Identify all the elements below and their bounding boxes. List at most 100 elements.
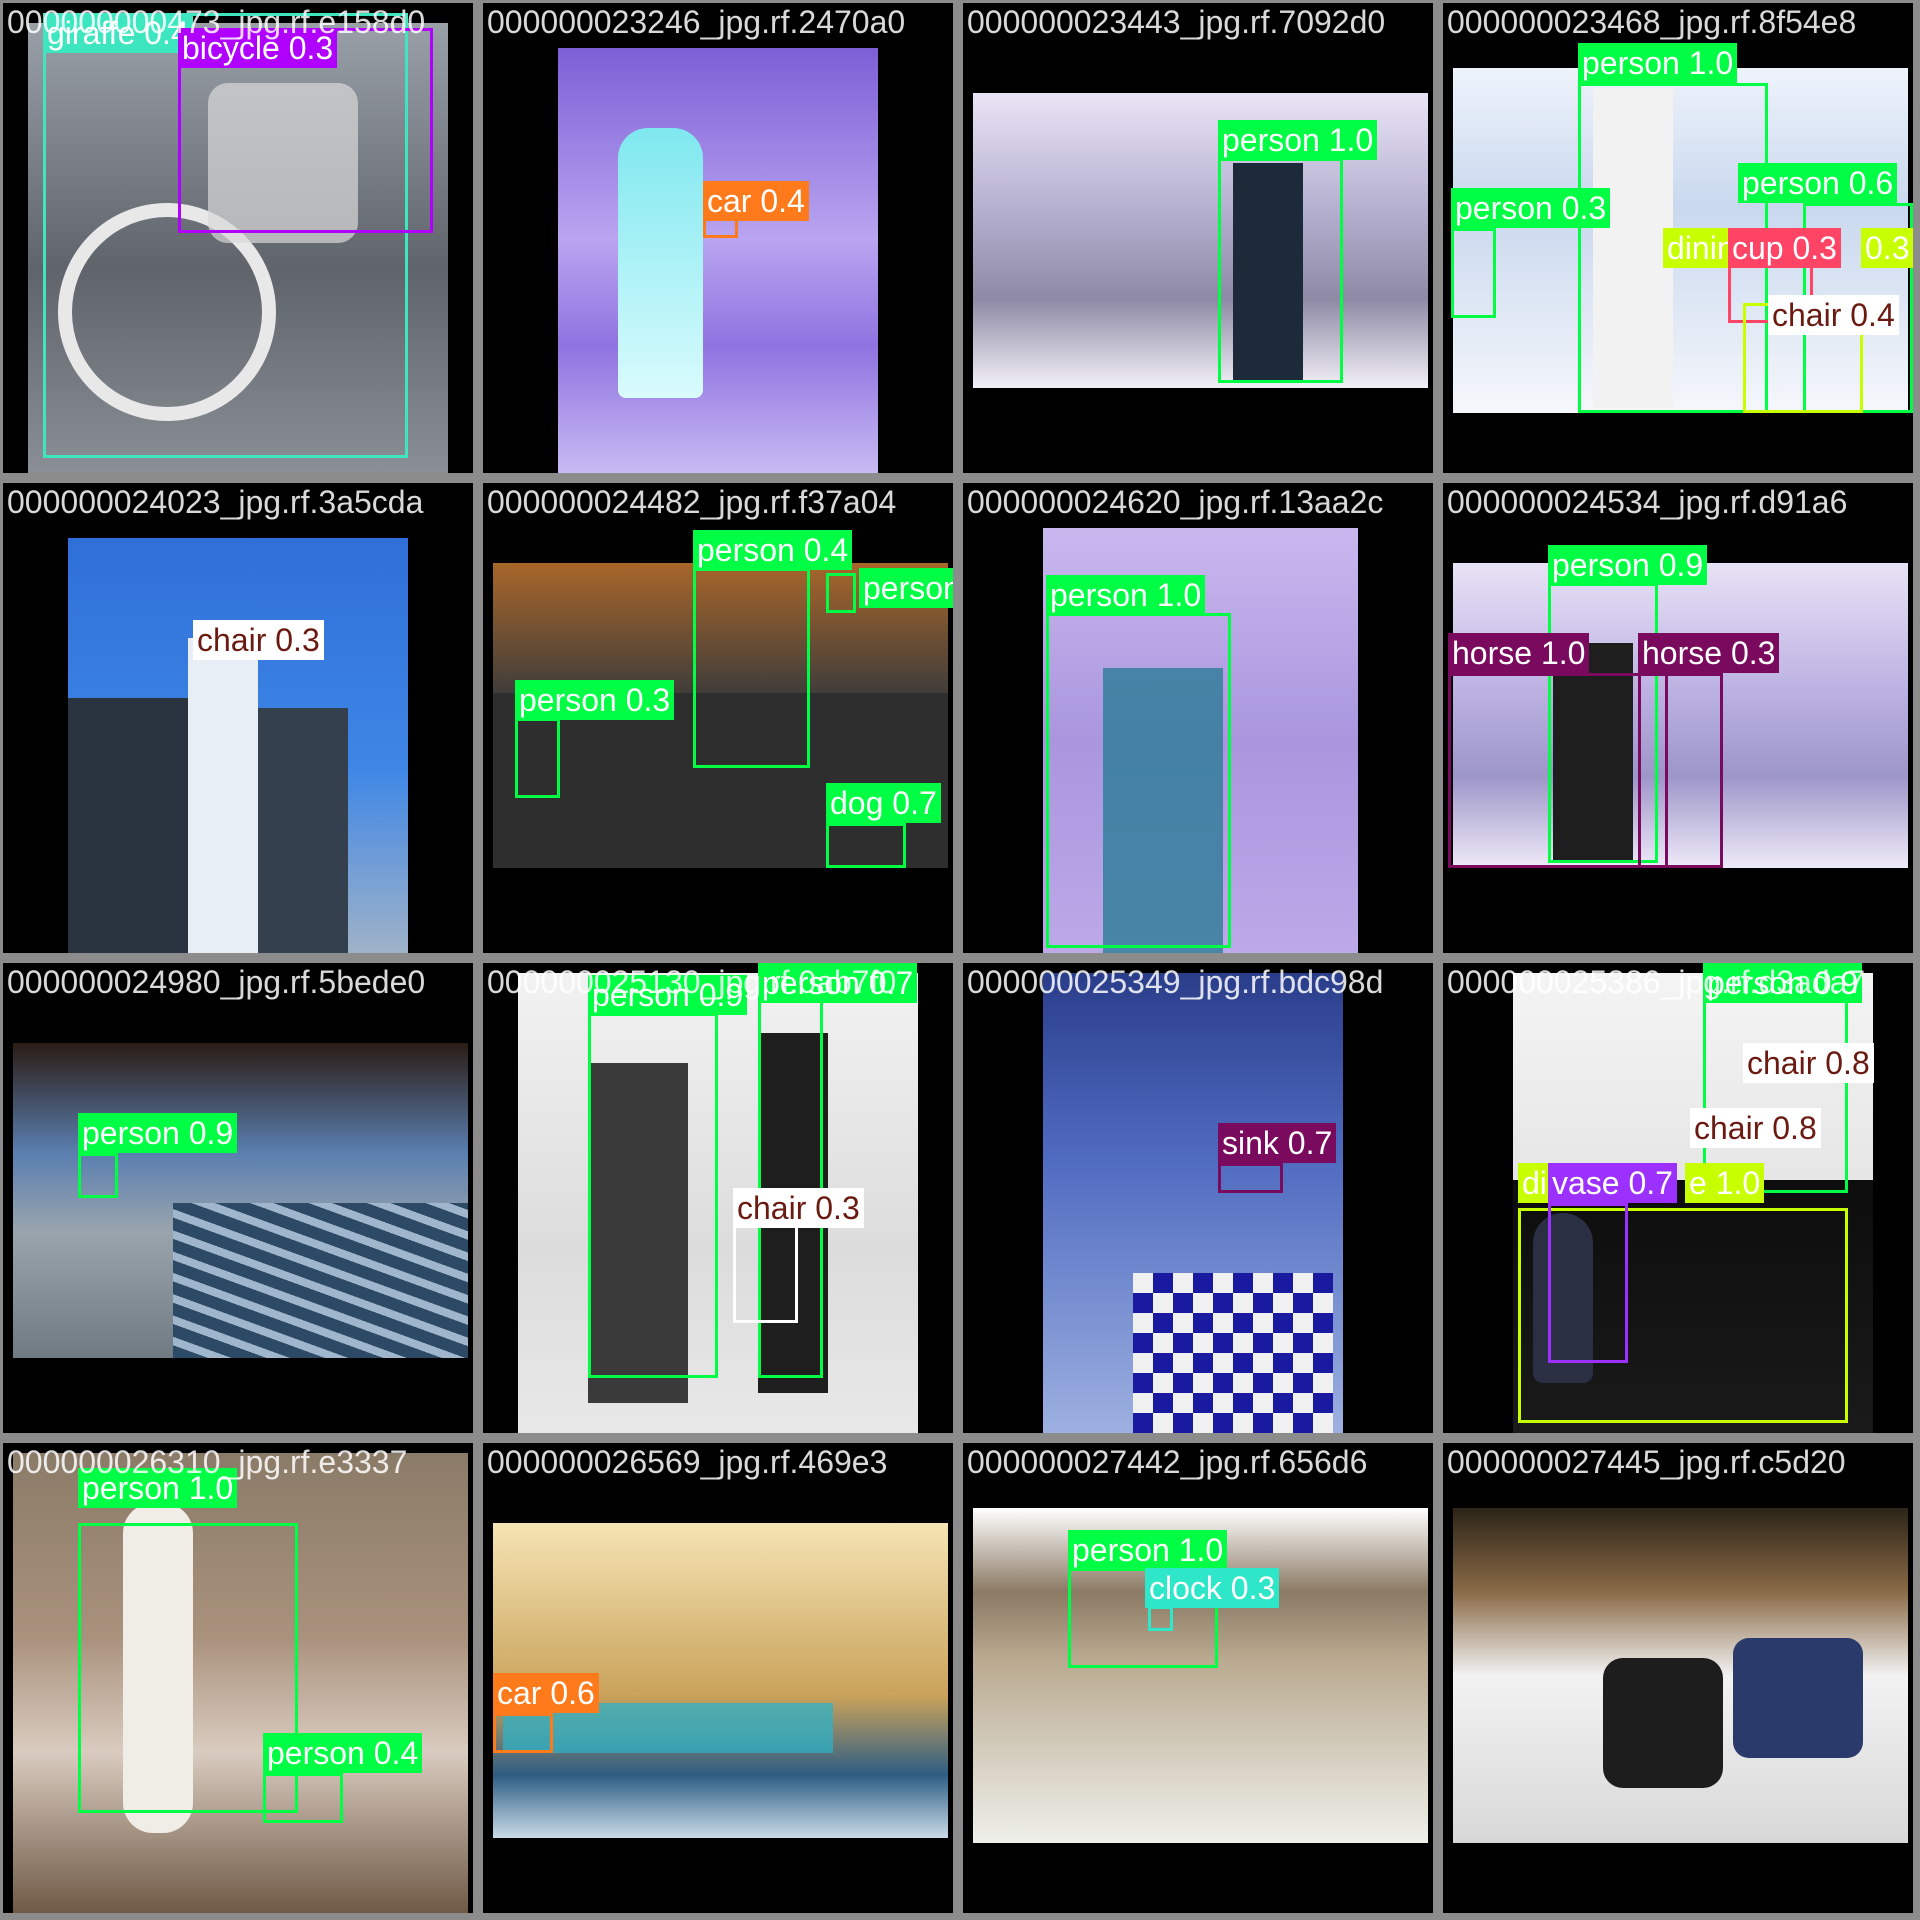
detection-label: chair 0.8 [1743,1043,1874,1083]
image-tile: car 0.6 000000026569_jpg.rf.469e3 [483,1443,953,1913]
detection-label: person 0.9 [78,1113,238,1153]
vase [1533,1213,1593,1383]
detection-label: bicycle 0.3 [178,28,338,68]
detection-label: person 0.9 [1548,545,1708,585]
detection-label: horse 1.0 [1448,633,1590,673]
image-filename: 000000027445_jpg.rf.c5d20 [1447,1444,1846,1480]
scene-photo [493,563,948,868]
scene-photo [558,48,878,473]
image-tile: person 0.9 000000024980_jpg.rf.5bede0 [3,963,473,1433]
detection-label: person 0.3 [515,680,675,720]
image-filename: 000000027442_jpg.rf.656d6 [967,1444,1368,1480]
detection-label: person 0.6 [1738,163,1898,203]
bbox-person [1451,228,1496,318]
image-tile: sink 0.7 000000025349_jpg.rf.bdc98d [963,963,1433,1433]
image-tile: person 0.9 person 0.7 chair 0.3 00000002… [483,963,953,1433]
detection-label: car 0.6 [493,1673,599,1713]
image-tile: car 0.4 000000023246_jpg.rf.2470a0 [483,3,953,473]
detection-label: person 0.9 [588,975,748,1015]
train [1733,1638,1863,1758]
bbox-horse [1448,673,1668,868]
railway-tracks [173,1203,468,1358]
detection-label: chair 0.3 [733,1188,864,1228]
scene-photo [13,1043,468,1358]
shelf-unit [188,638,258,953]
detection-label: cup 0.3 [1728,228,1841,268]
detection-label: sink 0.7 [1218,1123,1337,1163]
image-tile: 000000027445_jpg.rf.c5d20 [1443,1443,1913,1913]
image-tile: person 0.9 chair 0.8 chair 0.8 di vase 0… [1443,963,1913,1433]
surfer [123,1503,193,1833]
motorbike-body [208,83,358,243]
bbox-horse [1638,673,1723,868]
image-filename: 000000024534_jpg.rf.d91a6 [1447,484,1848,520]
image-filename: 000000025349_jpg.rf.bdc98d [967,964,1384,1000]
bbox-vase [1548,1203,1628,1363]
scene-photo [1453,563,1908,868]
bbox-sink [1218,1163,1283,1193]
woman [588,1063,688,1403]
detection-label: dog 0.7 [826,783,941,823]
detection-label: person 1.0 [1578,43,1738,83]
image-filename: 000000023443_jpg.rf.7092d0 [967,4,1386,40]
scene-photo [1453,1508,1908,1843]
detection-label: person 0.3 [1451,188,1611,228]
checkered-floor [1133,1273,1333,1433]
fire-hydrant [618,128,703,398]
bbox-person [1218,158,1343,383]
image-filename: 000000024023_jpg.rf.3a5cda [7,484,424,520]
image-filename: 000000024620_jpg.rf.13aa2c [967,484,1384,520]
detection-label: car 0.4 [703,181,809,221]
bbox-giraffe [43,13,408,458]
bbox-clock [1148,1606,1173,1631]
image-tile: giraffe 0.4 bicycle 0.3 000000000473_jpg… [3,3,473,473]
bbox-person [263,1773,343,1823]
image-filename: 000000026310_jpg.rf.e3337 [7,1444,408,1480]
image-filename: 000000023468_jpg.rf.8f54e8 [1447,4,1857,40]
scene-photo [28,23,448,473]
image-tile: person 1.0 person 0.3 person 0.6 dining … [1443,3,1913,473]
bbox-person [78,1523,298,1813]
detection-label: person 0.9 [1703,963,1863,1003]
detection-label: horse 0.3 [1638,633,1780,673]
bbox-car [493,1713,553,1753]
image-tile: person 1.0 000000023443_jpg.rf.7092d0 [963,3,1433,473]
detection-label: person 1.0 [1068,1530,1228,1570]
bbox-person [693,568,810,768]
bbox-dining-table [1518,1208,1848,1423]
image-filename: 000000023246_jpg.rf.2470a0 [487,4,906,40]
bbox-person [826,573,856,613]
detection-label: vase 0.7 [1548,1163,1677,1203]
bbox-person [515,718,560,798]
skate-ramp [493,693,948,868]
scene-photo [68,538,408,953]
scene-photo [13,1453,468,1913]
detection-label: person 0.4 [263,1733,423,1773]
tennis-player [1103,668,1223,953]
image-filename: 000000026569_jpg.rf.469e3 [487,1444,888,1480]
detection-label: person 1.0 [1218,120,1378,160]
detection-label: chair 0.4 [1768,295,1899,335]
detection-label: 0.3 [1861,228,1913,268]
image-filename: 000000025386_jpg.rf.d3ada7 [1447,964,1866,1000]
image-tile: person 0.9 horse 1.0 horse 0.3 000000024… [1443,483,1913,953]
detection-label: person 1.0 [78,1468,238,1508]
refrigerator [68,698,188,953]
image-filename: 000000025130_jpg.rf.0ab7f0 [487,964,897,1000]
bbox-person [78,1153,118,1198]
rider [1553,643,1633,863]
image-filename: 000000000473_jpg.rf.e158d0 [7,4,426,40]
detection-label: chair 0.8 [1690,1108,1821,1148]
bbox-dog [826,823,906,868]
image-filename: 000000024980_jpg.rf.5bede0 [7,964,426,1000]
scene-photo [1043,973,1343,1433]
image-tile: chair 0.3 000000024023_jpg.rf.3a5cda [3,483,473,953]
detection-label: person 0.7 [758,963,918,1003]
standing-person [1233,163,1303,383]
bbox-person [1046,613,1231,948]
detection-label: giraffe 0.4 [43,13,193,53]
detection-label: e 1.0 [1685,1163,1765,1203]
detection-label: clock 0.3 [1145,1568,1280,1608]
refrigerator [258,708,348,953]
